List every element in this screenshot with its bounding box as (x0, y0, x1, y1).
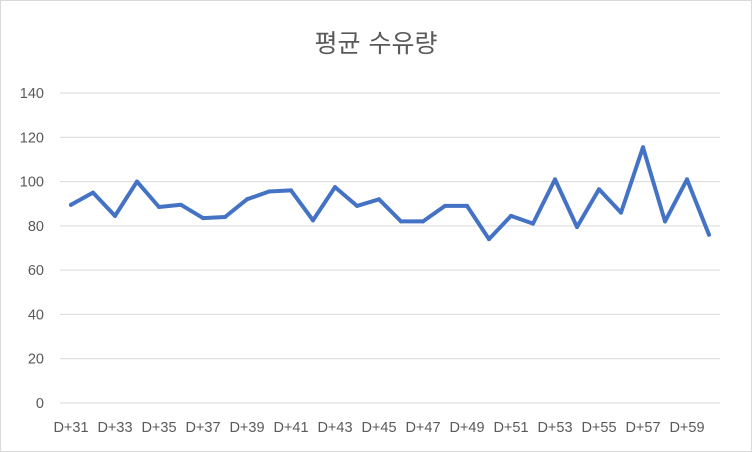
data-point (355, 203, 359, 208)
y-tick-label: 80 (28, 219, 44, 235)
data-point (619, 210, 623, 215)
gridlines (60, 92, 720, 404)
x-tick-label: D+43 (317, 420, 352, 436)
data-point (443, 203, 447, 208)
x-tick-label: D+57 (625, 420, 660, 436)
x-tick-label: D+41 (273, 420, 308, 436)
chart-title: 평균 수유량 (314, 29, 438, 58)
data-point (311, 218, 315, 223)
x-axis-ticks: D+31 D+33 D+35 D+37 D+39 D+41 D+43 D+45 D+47 D+49… (53, 420, 704, 436)
data-point (113, 213, 117, 218)
data-point (333, 185, 337, 190)
data-point (421, 219, 425, 224)
x-tick-label: D+53 (537, 420, 572, 436)
data-point (245, 197, 249, 202)
x-tick-label: D+35 (141, 420, 176, 436)
x-tick-label: D+59 (669, 420, 704, 436)
x-tick-label: D+33 (97, 420, 132, 436)
x-tick-label: D+45 (361, 420, 396, 436)
y-tick-label: 0 (36, 396, 44, 412)
data-point (69, 202, 73, 207)
x-tick-label: D+31 (53, 420, 88, 436)
x-tick-label: D+39 (229, 420, 264, 436)
data-point (531, 221, 535, 226)
data-point (707, 232, 711, 237)
data-point (685, 177, 689, 182)
data-point (223, 215, 227, 219)
x-tick-label: D+37 (185, 420, 220, 436)
y-tick-label: 60 (28, 263, 44, 279)
data-point (553, 177, 557, 182)
data-point (267, 189, 271, 194)
data-point (465, 203, 469, 208)
data-point (91, 190, 95, 195)
x-tick-label: D+47 (405, 420, 440, 436)
x-tick-label: D+49 (449, 420, 484, 436)
data-point (487, 237, 491, 242)
x-tick-label: D+51 (493, 420, 528, 436)
y-axis-ticks: 0 20 40 60 80 100 120 140 (20, 86, 44, 412)
y-tick-label: 120 (20, 130, 44, 146)
data-point (135, 179, 139, 184)
data-point (377, 197, 381, 202)
y-tick-label: 100 (20, 175, 44, 191)
data-point (597, 187, 601, 192)
y-tick-label: 140 (20, 86, 44, 102)
data-point (179, 202, 183, 207)
data-point (201, 216, 205, 221)
y-tick-label: 40 (28, 307, 44, 323)
data-point (641, 145, 645, 150)
y-tick-label: 20 (28, 352, 44, 368)
series-group (69, 145, 711, 242)
x-tick-label: D+55 (581, 420, 616, 436)
data-point (663, 219, 667, 224)
series-line (69, 145, 711, 242)
data-point (509, 213, 513, 218)
data-point (289, 188, 293, 193)
data-point (575, 224, 579, 229)
data-point (399, 219, 403, 224)
data-point (157, 205, 161, 210)
